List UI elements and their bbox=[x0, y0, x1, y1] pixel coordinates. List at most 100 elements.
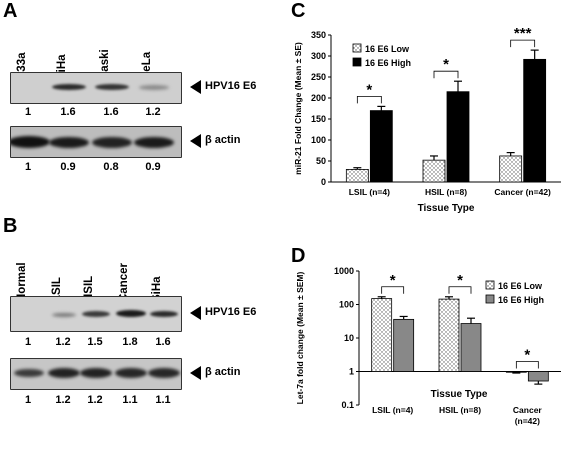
bar bbox=[460, 323, 482, 372]
y-tick-label: 0 bbox=[321, 177, 326, 187]
blot-strip bbox=[10, 126, 182, 158]
bar bbox=[345, 168, 369, 183]
blot-band bbox=[148, 368, 180, 378]
x-tick-label: (n=42) bbox=[515, 416, 540, 426]
y-axis-label: Let-7a fold change (Mean ± SEM) bbox=[295, 272, 305, 405]
legend-swatch bbox=[352, 43, 362, 53]
let7a-chart: 0.1 1 10 100 1000 Let-7a fold change (Mean ± … bbox=[295, 266, 561, 426]
legend-swatch bbox=[352, 57, 362, 67]
significance-bracket bbox=[381, 286, 405, 294]
band-quantification: 1.2 bbox=[55, 336, 71, 348]
x-tick-label: LSIL (n=4) bbox=[372, 405, 413, 415]
band-quantification: 1.2 bbox=[87, 394, 103, 406]
band-quantification: 1.2 bbox=[145, 106, 161, 118]
band-quantification: 1.2 bbox=[55, 394, 71, 406]
y-tick-label: 200 bbox=[311, 93, 326, 103]
band-quantification: 0.8 bbox=[103, 161, 119, 173]
band-quantification: 1.5 bbox=[87, 336, 103, 348]
y-tick-label: 100 bbox=[339, 300, 354, 310]
blot-band bbox=[48, 368, 80, 378]
blot-band bbox=[150, 311, 178, 317]
y-tick-label: 300 bbox=[311, 51, 326, 61]
bar bbox=[446, 91, 470, 183]
panel-b-letter: B bbox=[3, 215, 18, 237]
band-quantification: 1.6 bbox=[155, 336, 171, 348]
blot-band bbox=[49, 137, 89, 148]
legend-label: 16 E6 High bbox=[365, 58, 411, 68]
bar bbox=[369, 110, 393, 183]
y-tick-label: 350 bbox=[311, 30, 326, 40]
bar bbox=[438, 298, 460, 372]
significance-marker: * bbox=[390, 272, 396, 289]
blot-label: HPV16 E6 bbox=[205, 80, 257, 92]
bar bbox=[505, 371, 527, 373]
band-quantification: 1 bbox=[24, 161, 32, 173]
panel-d-letter: D bbox=[291, 245, 306, 267]
blot-band bbox=[115, 368, 147, 378]
blot-strip bbox=[10, 358, 182, 390]
blot-band bbox=[82, 311, 110, 317]
x-axis-label: Tissue Type bbox=[431, 389, 488, 400]
bar bbox=[527, 371, 549, 382]
significance-bracket bbox=[356, 96, 382, 104]
arrow-icon bbox=[190, 366, 201, 380]
blot-band bbox=[92, 137, 132, 148]
bar bbox=[523, 58, 547, 183]
y-axis-label: miR-21 Fold Change (Mean ± SE) bbox=[293, 42, 303, 175]
blot-band bbox=[52, 313, 76, 317]
blot-band bbox=[95, 84, 129, 90]
significance-bracket bbox=[510, 39, 536, 48]
blot-strip bbox=[10, 296, 182, 332]
x-tick-label: LSIL (n=4) bbox=[349, 187, 390, 197]
bar bbox=[371, 298, 393, 372]
blot-band bbox=[139, 85, 169, 90]
y-tick-label: 0.1 bbox=[341, 400, 354, 410]
panel-a-letter: A bbox=[3, 0, 18, 22]
blot-band bbox=[52, 84, 86, 90]
blot-label: HPV16 E6 bbox=[205, 306, 257, 318]
arrow-icon bbox=[190, 306, 201, 320]
legend-swatch bbox=[485, 280, 495, 290]
significance-marker: *** bbox=[514, 25, 532, 42]
blot-label: β actin bbox=[205, 366, 241, 378]
mir21-chart: 0 50 100 150 200 250 300 350 miR-21 Fold Change … bbox=[293, 25, 561, 214]
legend-label: 16 E6 High bbox=[498, 295, 544, 305]
significance-bracket bbox=[448, 286, 472, 294]
blot-strip bbox=[10, 72, 182, 104]
y-tick-label: 1000 bbox=[334, 266, 354, 276]
blot-band bbox=[80, 368, 112, 378]
y-tick-label: 1 bbox=[349, 367, 354, 377]
blot-band bbox=[134, 137, 174, 148]
blot-band bbox=[116, 310, 146, 317]
band-quantification: 0.9 bbox=[145, 161, 161, 173]
x-tick-label: HSIL (n=8) bbox=[425, 187, 467, 197]
legend-swatch bbox=[485, 294, 495, 304]
arrow-icon bbox=[190, 80, 201, 94]
x-tick-label: Cancer (n=42) bbox=[494, 187, 551, 197]
bar bbox=[499, 155, 523, 183]
blot-band bbox=[11, 136, 50, 148]
y-tick-label: 50 bbox=[316, 156, 326, 166]
blot-label: β actin bbox=[205, 134, 241, 146]
band-quantification: 1 bbox=[24, 336, 32, 348]
significance-bracket bbox=[515, 361, 539, 369]
blot-band bbox=[14, 369, 44, 377]
significance-marker: * bbox=[443, 56, 449, 73]
significance-marker: * bbox=[524, 347, 530, 364]
band-quantification: 1.8 bbox=[122, 336, 138, 348]
x-tick-label: Cancer bbox=[513, 405, 543, 415]
band-quantification: 0.9 bbox=[60, 161, 76, 173]
significance-marker: * bbox=[366, 81, 372, 98]
legend-label: 16 E6 Low bbox=[498, 281, 543, 291]
band-quantification: 1.6 bbox=[60, 106, 76, 118]
band-quantification: 1 bbox=[24, 394, 32, 406]
y-tick-label: 150 bbox=[311, 114, 326, 124]
legend-label: 16 E6 Low bbox=[365, 44, 410, 54]
band-quantification: 1.6 bbox=[103, 106, 119, 118]
x-axis-label: Tissue Type bbox=[418, 203, 475, 214]
x-tick-label: HSIL (n=8) bbox=[439, 405, 481, 415]
bar bbox=[393, 318, 415, 372]
band-quantification: 1.1 bbox=[155, 394, 171, 406]
band-quantification: 1 bbox=[24, 106, 32, 118]
significance-bracket bbox=[433, 70, 459, 79]
